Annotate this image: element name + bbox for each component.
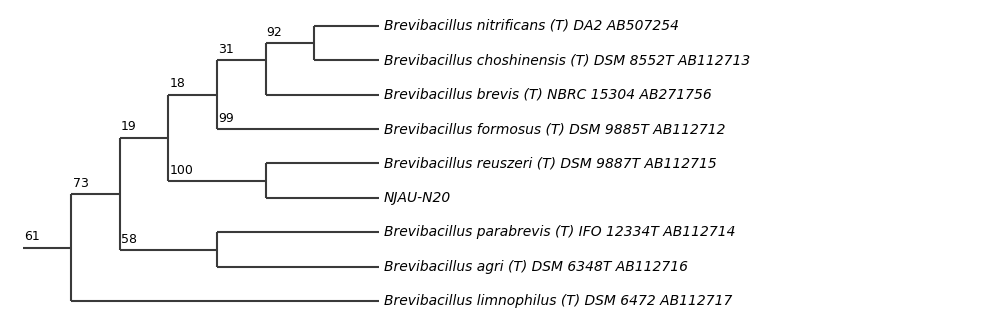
Text: Brevibacillus reuszeri (T) DSM 9887T AB112715: Brevibacillus reuszeri (T) DSM 9887T AB1…	[384, 157, 717, 170]
Text: Brevibacillus brevis (T) NBRC 15304 AB271756: Brevibacillus brevis (T) NBRC 15304 AB27…	[384, 88, 712, 101]
Text: 73: 73	[73, 177, 88, 190]
Text: 58: 58	[121, 232, 137, 246]
Text: Brevibacillus limnophilus (T) DSM 6472 AB112717: Brevibacillus limnophilus (T) DSM 6472 A…	[384, 295, 732, 308]
Text: Brevibacillus nitrificans (T) DA2 AB507254: Brevibacillus nitrificans (T) DA2 AB5072…	[384, 19, 679, 32]
Text: 92: 92	[267, 26, 282, 39]
Text: Brevibacillus agri (T) DSM 6348T AB112716: Brevibacillus agri (T) DSM 6348T AB11271…	[384, 260, 688, 274]
Text: 100: 100	[170, 164, 193, 177]
Text: 18: 18	[170, 77, 185, 90]
Text: Brevibacillus formosus (T) DSM 9885T AB112712: Brevibacillus formosus (T) DSM 9885T AB1…	[384, 122, 726, 136]
Text: Brevibacillus parabrevis (T) IFO 12334T AB112714: Brevibacillus parabrevis (T) IFO 12334T …	[384, 226, 736, 239]
Text: 19: 19	[121, 120, 137, 133]
Text: 99: 99	[218, 112, 234, 125]
Text: Brevibacillus choshinensis (T) DSM 8552T AB112713: Brevibacillus choshinensis (T) DSM 8552T…	[384, 53, 750, 67]
Text: 31: 31	[218, 43, 234, 56]
Text: 61: 61	[24, 231, 40, 243]
Text: NJAU-N20: NJAU-N20	[384, 191, 451, 205]
